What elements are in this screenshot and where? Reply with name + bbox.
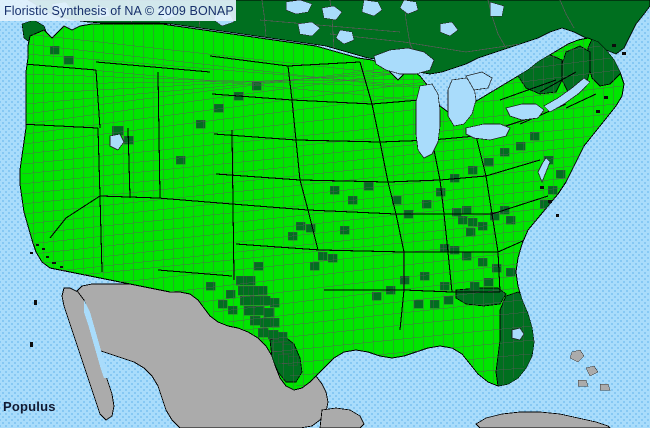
- county-boundaries: [20, 24, 623, 390]
- coastline-detail: [30, 44, 626, 347]
- state-boundaries: [20, 55, 597, 331]
- great-lakes: [109, 47, 591, 341]
- map-title-text: Floristic Synthesis of NA © 2009 BONAP: [4, 3, 234, 18]
- map-title-banner: Floristic Synthesis of NA © 2009 BONAP: [0, 0, 236, 21]
- taxon-name-label: Populus: [3, 399, 56, 414]
